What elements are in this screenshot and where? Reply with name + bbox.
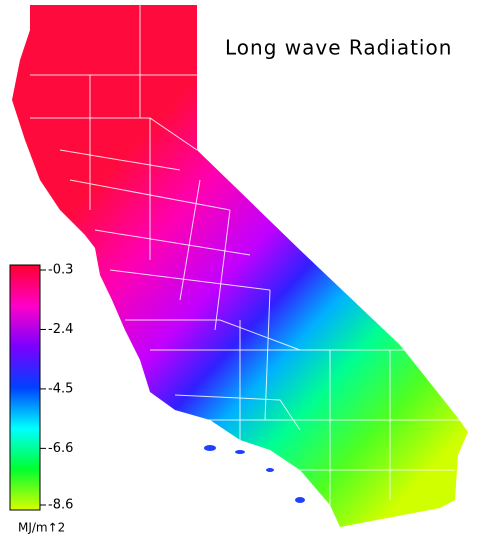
legend-tick-label: -4.5	[48, 381, 73, 396]
california-shape	[12, 5, 468, 527]
legend-tick-label: -8.6	[48, 498, 73, 513]
legend-unit: MJ/m↑2	[18, 521, 65, 535]
legend-bar	[9, 264, 41, 511]
legend-tick-label: -2.4	[48, 322, 73, 337]
map-title: Long wave Radiation	[225, 36, 452, 60]
county-lines	[30, 5, 460, 505]
islands	[204, 445, 305, 503]
legend-tick-label: -6.6	[48, 441, 73, 456]
legend-tick-label: -0.3	[48, 263, 73, 278]
